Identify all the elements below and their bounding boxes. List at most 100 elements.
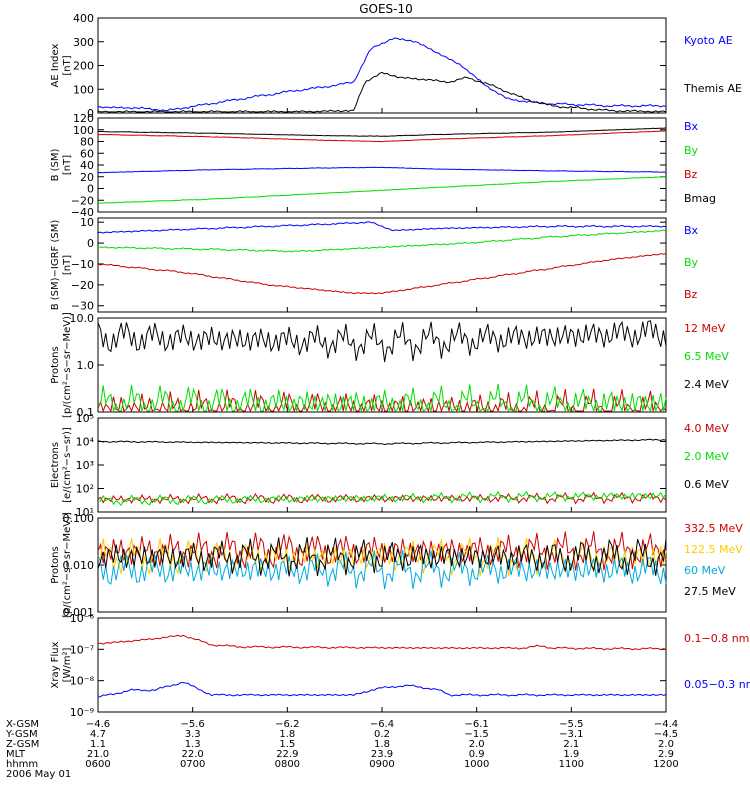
chart-title: GOES-10	[359, 2, 413, 16]
x-row-label: hhmm	[6, 759, 38, 770]
panel-frame-4	[97, 417, 667, 513]
x-row-value: 1.1	[90, 739, 106, 750]
panel-frame-2	[97, 217, 667, 313]
legend-Bz: Bz	[684, 288, 698, 301]
y-axis-label: [e/(cm²−s−sr)]	[62, 427, 73, 503]
date-label: 2006 May 01	[6, 769, 71, 780]
series-line-60-MeV	[97, 549, 667, 590]
series-line-Themis-AE	[97, 71, 667, 113]
x-row-value: 1.3	[185, 739, 201, 750]
y-tick-label: 0.010	[63, 559, 95, 572]
series-line-0-1-0-8-nm	[97, 634, 667, 651]
x-row-value: 1200	[653, 759, 678, 770]
x-row-label: X-GSM	[6, 719, 39, 730]
legend-Bmag: Bmag	[684, 192, 716, 205]
x-row-label: Z-GSM	[6, 739, 39, 750]
y-tick-label: 10⁻⁸	[70, 675, 95, 688]
y-axis-label: B (SM)−IGRF (SM)	[50, 220, 61, 311]
legend-By: By	[684, 144, 699, 157]
y-axis-label: Xray Flux	[50, 641, 61, 688]
y-tick-label: 10⁴	[76, 436, 95, 449]
y-tick-label: 10.0	[70, 312, 95, 325]
x-row-label: MLT	[6, 749, 26, 760]
x-row-value: 0.2	[374, 729, 390, 740]
x-row-value: 1.8	[279, 729, 295, 740]
x-row-value: 2.1	[563, 739, 579, 750]
x-row-value: −6.4	[370, 719, 394, 730]
legend-122-5-MeV: 122.5 MeV	[684, 543, 743, 556]
x-row-value: −5.5	[559, 719, 583, 730]
panel-frame-6	[97, 617, 667, 713]
legend-60-MeV: 60 MeV	[684, 564, 726, 577]
legend-12-MeV: 12 MeV	[684, 322, 726, 335]
x-row-value: 3.3	[185, 729, 201, 740]
y-tick-label: 0.1	[77, 406, 95, 419]
x-row-value: 2.0	[469, 739, 485, 750]
legend-Bx: Bx	[684, 224, 699, 237]
x-row-value: 1000	[464, 759, 489, 770]
y-tick-label: 10⁵	[76, 412, 94, 425]
y-tick-label: 10³	[76, 459, 94, 472]
y-axis-label: Protons	[50, 546, 61, 583]
series-line-27-5-MeV	[97, 537, 667, 577]
y-tick-label: 0.001	[63, 606, 95, 619]
y-tick-label: −20	[71, 279, 94, 292]
legend-0-1-0-8-nm: 0.1−0.8 nm	[684, 632, 749, 645]
y-tick-label: 300	[73, 36, 94, 49]
x-row-value: 22.9	[276, 749, 298, 760]
x-row-value: 2.0	[658, 739, 674, 750]
series-line-2-0-MeV	[97, 490, 667, 507]
series-line-Kyoto-AE	[97, 37, 667, 112]
y-tick-label: 100	[73, 124, 94, 137]
y-tick-label: 400	[73, 12, 94, 25]
y-tick-label: 10	[80, 216, 94, 229]
series-line-12-MeV	[97, 388, 667, 413]
y-tick-label: 60	[80, 147, 94, 160]
series-line-Bz	[97, 253, 667, 295]
legend-Kyoto-AE: Kyoto AE	[684, 34, 733, 47]
x-row-value: 23.9	[371, 749, 393, 760]
series-line-6-5-MeV	[97, 384, 667, 413]
x-row-value: −5.6	[181, 719, 205, 730]
legend-4-0-MeV: 4.0 MeV	[684, 422, 729, 435]
y-tick-label: 10⁻⁹	[70, 706, 94, 719]
x-row-label: Y-GSM	[5, 729, 38, 740]
y-axis-label: [nT]	[62, 155, 73, 175]
y-tick-label: 100	[73, 83, 94, 96]
x-row-value: 0900	[369, 759, 394, 770]
y-tick-label: −20	[71, 194, 94, 207]
panel-frame-1	[97, 117, 667, 213]
x-row-value: −3.1	[559, 729, 583, 740]
x-row-value: 4.7	[90, 729, 106, 740]
x-row-value: 1.5	[279, 739, 295, 750]
x-row-value: 0800	[275, 759, 300, 770]
legend-Themis-AE: Themis AE	[683, 82, 742, 95]
x-row-value: −6.1	[465, 719, 489, 730]
y-tick-label: 80	[80, 136, 94, 149]
y-tick-label: 10⁻⁶	[70, 612, 95, 625]
x-row-value: 0.9	[469, 749, 485, 760]
y-axis-label: AE Index	[50, 43, 61, 87]
series-line-Bmag	[97, 127, 667, 137]
y-axis-label: [W/m²]	[62, 647, 73, 682]
series-line-4-0-MeV	[97, 491, 667, 505]
y-axis-label: Electrons	[50, 442, 61, 488]
x-row-value: 1.9	[563, 749, 579, 760]
x-row-value: −4.4	[654, 719, 678, 730]
y-axis-label: [p/(cm²−s−sr−MeV)]	[62, 512, 73, 618]
x-row-value: −4.6	[86, 719, 110, 730]
legend-Bx: Bx	[684, 120, 699, 133]
legend-0-05-0-3-nm: 0.05−0.3 nm	[684, 678, 750, 691]
y-tick-label: 1.0	[77, 359, 95, 372]
legend-27-5-MeV: 27.5 MeV	[684, 585, 736, 598]
x-row-value: 1.8	[374, 739, 390, 750]
y-tick-label: −10	[71, 258, 94, 271]
y-tick-label: 0	[87, 183, 94, 196]
y-tick-label: −40	[71, 206, 94, 219]
x-row-value: 1100	[559, 759, 584, 770]
y-tick-label: 10¹	[76, 506, 94, 519]
series-line-2-4-MeV	[97, 320, 667, 363]
y-tick-label: 40	[80, 159, 94, 172]
